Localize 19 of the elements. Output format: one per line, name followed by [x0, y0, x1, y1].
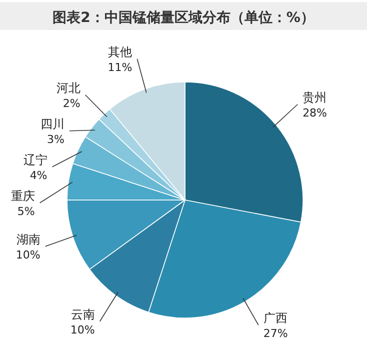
slice-label: 贵州 [302, 90, 327, 104]
data-label: 2% [62, 96, 80, 110]
data-label: 5% [17, 204, 35, 218]
chart-title: 图表2：中国锰储量区域分布（单位：%） [52, 10, 314, 26]
slice-label: 广西 [263, 311, 288, 325]
slice-label: 四川 [40, 116, 64, 131]
slice-label: 辽宁 [23, 152, 48, 167]
slice-label: 湖南 [16, 232, 40, 246]
data-label: 11% [108, 60, 132, 74]
slice-label: 重庆 [10, 188, 35, 203]
data-label: 28% [302, 106, 328, 120]
data-label: 3% [47, 132, 64, 146]
slice-label: 其他 [108, 44, 132, 59]
data-label: 10% [16, 248, 40, 262]
data-label: 27% [263, 327, 288, 340]
slice-label: 河北 [56, 80, 80, 95]
data-label: 4% [30, 168, 48, 182]
data-label: 10% [70, 323, 95, 336]
slice-label: 云南 [70, 307, 95, 322]
